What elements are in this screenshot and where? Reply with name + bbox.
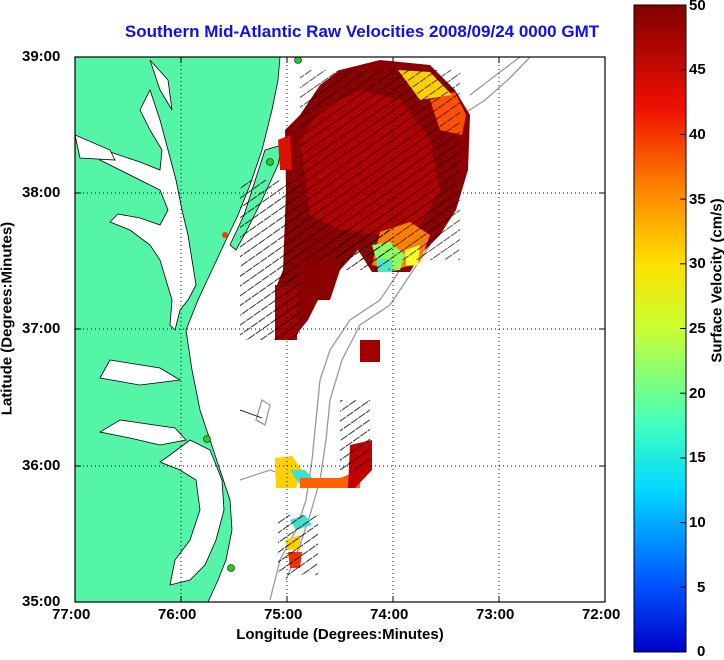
x-tick-label: 75:00 [264,606,302,623]
y-tick-label: 37:00 [22,320,60,337]
y-tick-label: 39:00 [22,48,60,65]
colorbar-tick-label: 15 [689,449,706,466]
colorbar [634,5,686,652]
x-axis-label: Longitude (Degrees:Minutes) [75,626,605,643]
colorbar-label: Surface Velocity (cm/s) [709,156,724,406]
colorbar-tick-label: 25 [689,320,706,337]
x-tick-label: 74:00 [370,606,408,623]
y-axis-label: Latitude (Degrees:Minutes) [0,194,16,444]
y-tick-label: 36:00 [22,457,60,474]
station-marker-red [222,232,228,238]
colorbar-tick-label: 30 [689,255,706,272]
colorbar-tick-label: 10 [689,514,706,531]
colorbar-tick-label: 0 [697,643,705,660]
x-tick-label: 76:00 [158,606,196,623]
colorbar-tick-label: 5 [697,579,705,596]
y-tick-label: 38:00 [22,184,60,201]
colorbar-tick-label: 35 [689,191,706,208]
y-tick-label: 35:00 [22,593,60,610]
colorbar-tick-label: 40 [689,126,706,143]
x-tick-label: 73:00 [476,606,514,623]
x-tick-label: 72:00 [582,606,620,623]
colorbar-tick-label: 45 [689,61,706,78]
colorbar-tick-label: 50 [689,0,706,14]
colorbar-tick-label: 20 [689,385,706,402]
